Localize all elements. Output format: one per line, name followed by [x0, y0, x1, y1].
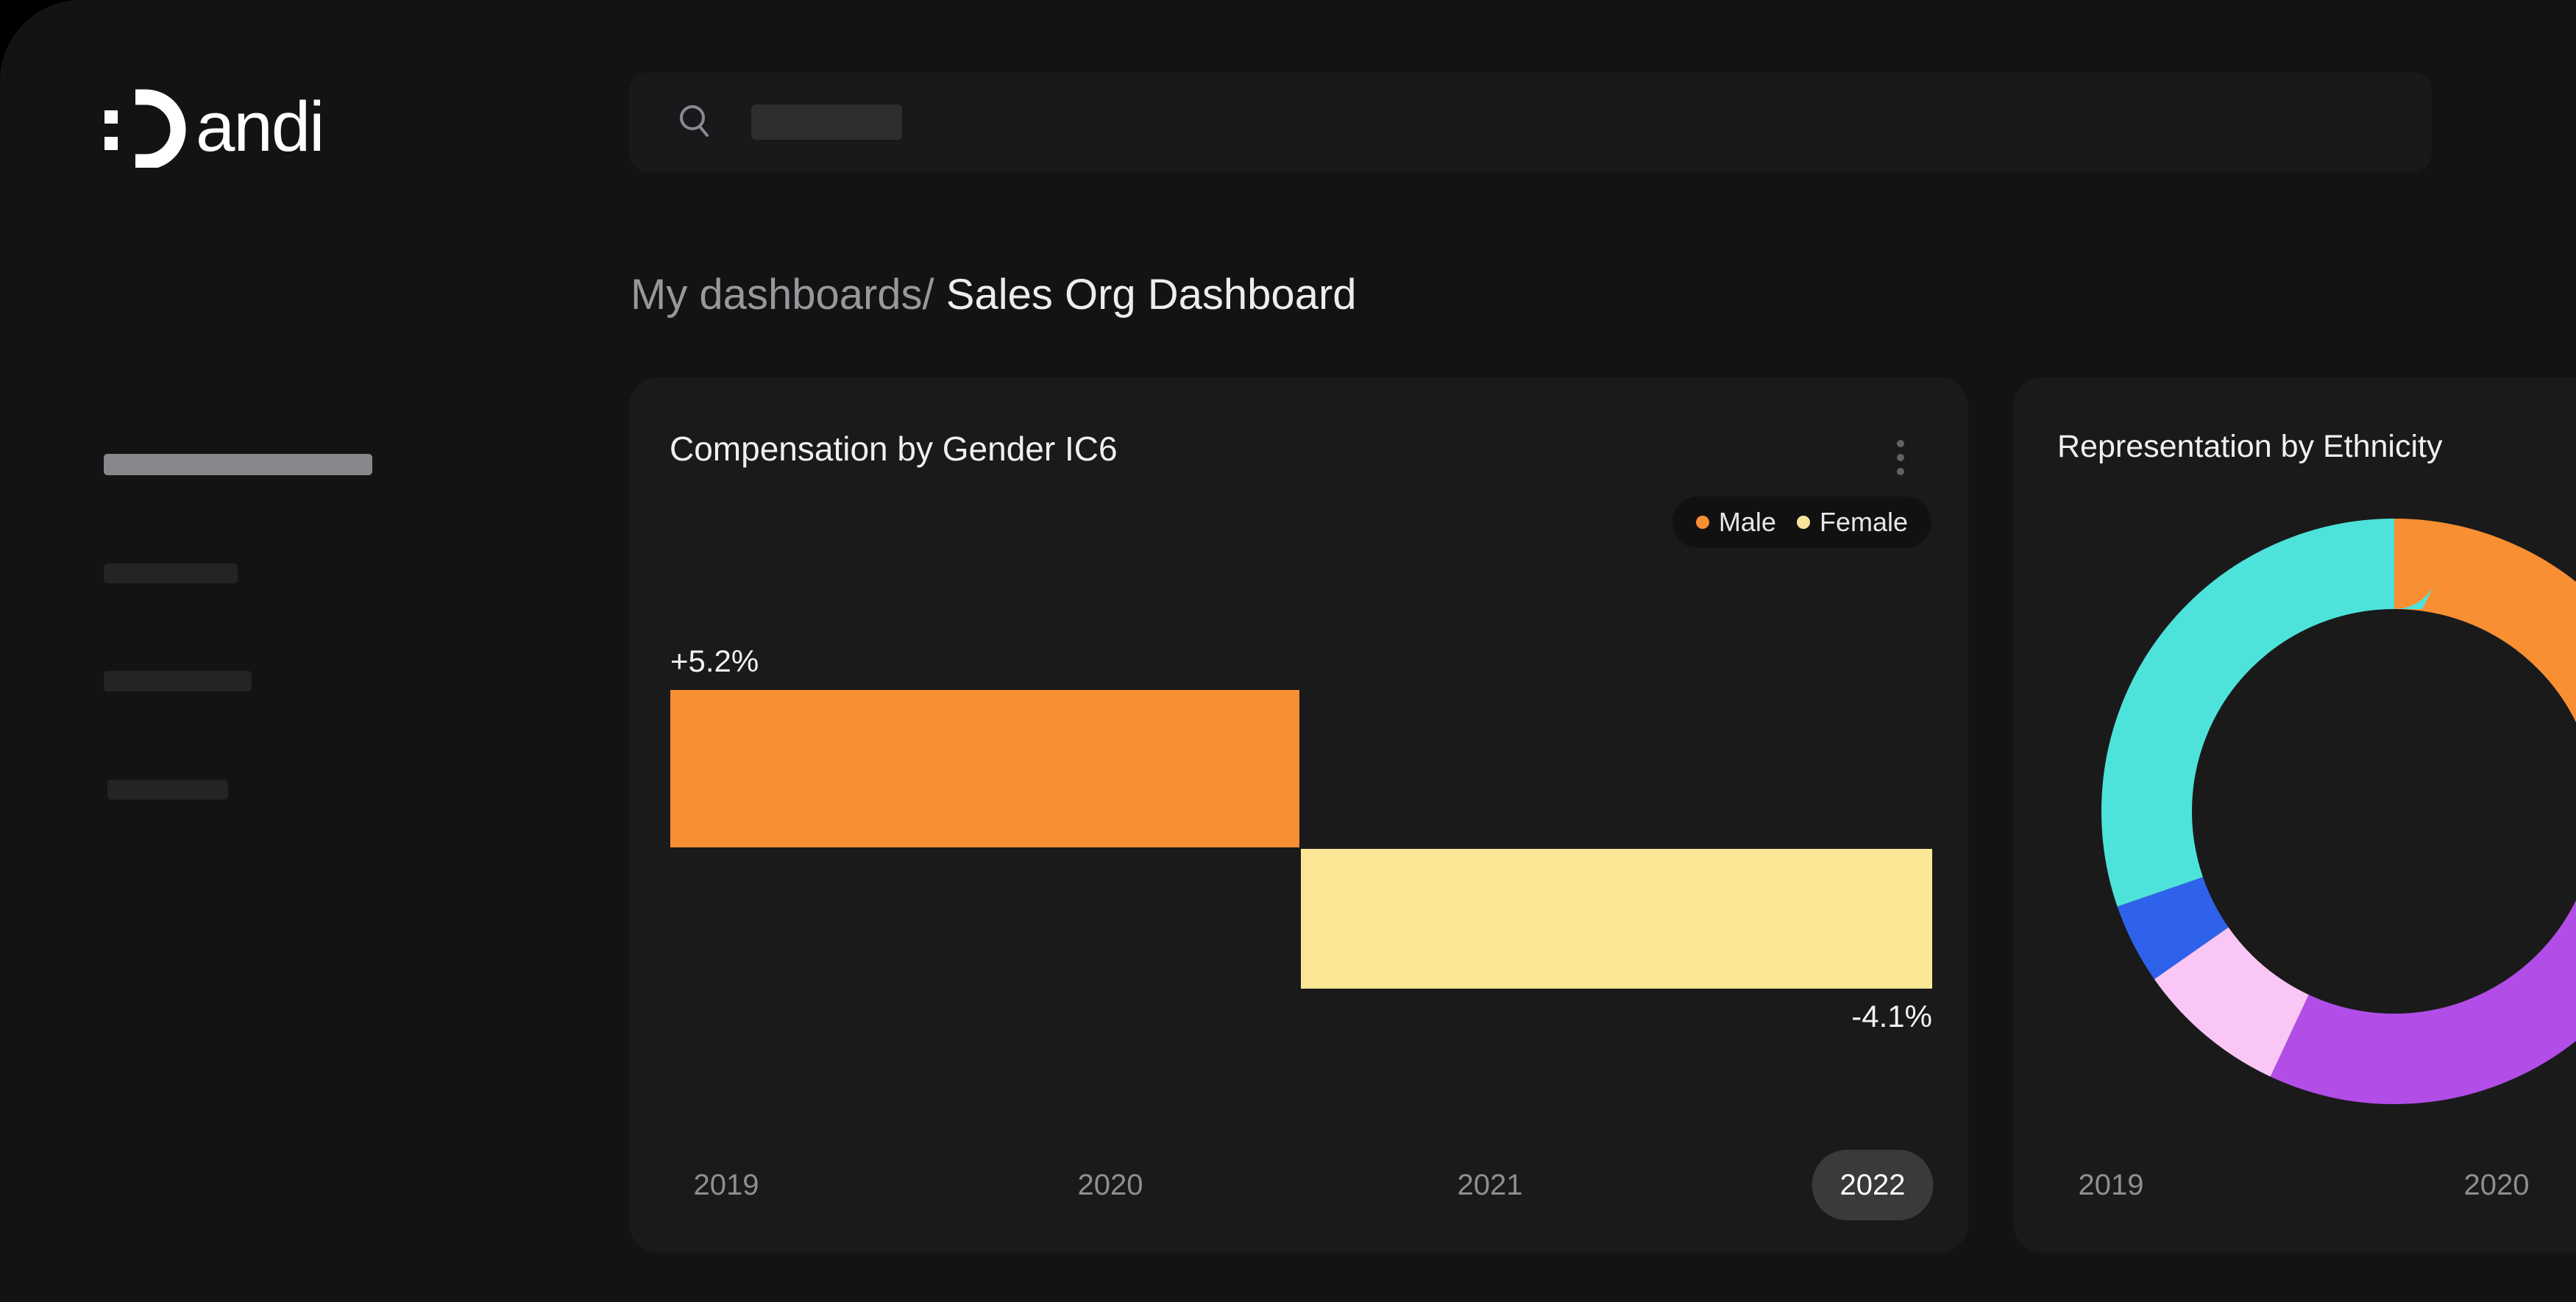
kebab-menu-icon[interactable] — [1878, 424, 1923, 491]
donut-axis-year-2019: 2019 — [2078, 1169, 2144, 1201]
legend-dot-female — [1796, 516, 1810, 529]
x-axis-year-2022[interactable]: 2022 — [1812, 1150, 1934, 1220]
compensation-card: Compensation by Gender IC6 Male Female +5… — [629, 377, 1968, 1253]
search-placeholder-skeleton — [751, 104, 902, 140]
legend-item-female[interactable]: Female — [1796, 507, 1908, 538]
ethnicity-card-title: Representation by Ethnicity — [2057, 429, 2443, 464]
logo-wordmark: andi — [196, 88, 324, 166]
bar-female[interactable] — [1301, 849, 1932, 989]
sidebar-item-skeleton-active[interactable] — [104, 454, 372, 475]
legend-label: Male — [1718, 507, 1776, 537]
sidebar-item-skeleton[interactable] — [104, 671, 252, 691]
ethnicity-card: Representation by Ethnicity 2019 2020 — [2013, 377, 2576, 1253]
legend-dot-male — [1695, 516, 1709, 529]
breadcrumb-current-page: Sales Org Dashboard — [945, 271, 1357, 319]
search-icon — [680, 105, 709, 137]
legend-item-male[interactable]: Male — [1695, 507, 1776, 538]
bar-chart: +5.2% -4.1% — [629, 377, 1968, 1253]
breadcrumb-parent[interactable]: My dashboards/ — [631, 271, 934, 319]
search-input[interactable] — [629, 72, 2432, 172]
logo[interactable]: andi — [103, 87, 324, 168]
donut-chart[interactable] — [2093, 510, 2576, 1113]
donut-cyan-segment[interactable] — [2101, 519, 2576, 1104]
x-axis-year-2021[interactable]: 2021 — [1457, 1169, 1523, 1201]
donut-axis-year-2020: 2020 — [2463, 1169, 2530, 1201]
compensation-card-title: Compensation by Gender IC6 — [670, 430, 1118, 468]
chart-legend: Male Female — [1672, 497, 1931, 548]
donut-purple-segment[interactable] — [2101, 519, 2576, 1104]
dandi-logo-icon — [104, 89, 186, 168]
legend-label: Female — [1819, 507, 1908, 537]
breadcrumb-current — [934, 271, 946, 319]
bar-male[interactable] — [670, 690, 1299, 847]
annotation-male-change: +5.2% — [670, 644, 759, 678]
x-axis-year-2019[interactable]: 2019 — [693, 1169, 759, 1201]
sidebar-item-skeleton[interactable] — [104, 563, 238, 583]
breadcrumb: My dashboards/ Sales Org Dashboard — [631, 271, 1357, 319]
annotation-female-change: -4.1% — [1851, 999, 1932, 1034]
x-axis-year-2020[interactable]: 2020 — [1077, 1169, 1143, 1201]
sidebar-item-skeleton[interactable] — [107, 780, 228, 800]
